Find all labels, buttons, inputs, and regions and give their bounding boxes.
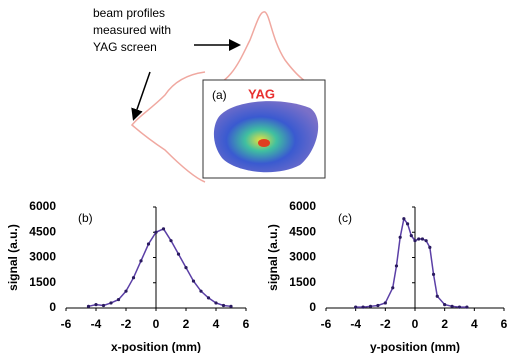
data-point [199, 290, 202, 293]
y-axis-label: signal (a.u.) [6, 224, 20, 291]
data-point [465, 306, 468, 309]
data-point [192, 279, 195, 282]
data-point [413, 239, 416, 242]
data-point [162, 227, 165, 230]
data-point [391, 286, 394, 289]
data-point [395, 264, 398, 267]
x-tick-label: -2 [121, 317, 132, 331]
data-point [169, 239, 172, 242]
x-tick-label: 2 [183, 317, 190, 331]
data-point [458, 306, 461, 309]
data-line [89, 229, 232, 306]
y-tick-label: 6000 [29, 199, 56, 213]
x-tick-label: 4 [471, 317, 478, 331]
data-point [450, 305, 453, 308]
data-point [229, 305, 232, 308]
data-point [354, 306, 357, 309]
x-tick-label: 4 [213, 317, 220, 331]
data-point [147, 242, 150, 245]
annotation: beam profiles [93, 6, 165, 20]
data-line [356, 219, 467, 307]
data-point [406, 222, 409, 225]
y-tick-label: 4500 [29, 224, 56, 238]
x-tick-label: -6 [61, 317, 72, 331]
data-point [94, 303, 97, 306]
data-point [214, 301, 217, 304]
data-point [436, 295, 439, 298]
data-point [425, 239, 428, 242]
x-tick-label: -4 [350, 317, 361, 331]
x-tick-label: -6 [321, 317, 332, 331]
data-point [222, 304, 225, 307]
y-tick-label: 0 [309, 300, 316, 314]
x-tick-label: 6 [501, 317, 508, 331]
data-point [117, 298, 120, 301]
data-point [184, 266, 187, 269]
data-point [207, 296, 210, 299]
data-point [399, 236, 402, 239]
annotation: measured with [93, 23, 171, 37]
data-point [132, 276, 135, 279]
x-tick-label: 2 [441, 317, 448, 331]
data-point [410, 234, 413, 237]
horizontal-profile [205, 12, 322, 88]
data-point [384, 301, 387, 304]
x-tick-label: -2 [380, 317, 391, 331]
beam-spot [214, 101, 318, 172]
data-point [417, 237, 420, 240]
x-axis-label: x-position (mm) [111, 340, 201, 353]
panel-label: (b) [78, 211, 93, 225]
data-point [87, 305, 90, 308]
y-tick-label: 3000 [289, 250, 316, 264]
x-axis-label: y-position (mm) [370, 340, 460, 353]
data-point [376, 304, 379, 307]
data-point [421, 237, 424, 240]
panel-label: (a) [212, 88, 227, 102]
data-point [139, 259, 142, 262]
x-tick-label: 0 [412, 317, 419, 331]
x-tick-label: 6 [243, 317, 250, 331]
y-tick-label: 1500 [289, 275, 316, 289]
data-point [361, 306, 364, 309]
beam-core [258, 139, 270, 147]
data-point [109, 301, 112, 304]
annotation: YAG screen [93, 40, 157, 54]
y-tick-label: 3000 [29, 250, 56, 264]
y-tick-label: 6000 [289, 199, 316, 213]
y-axis-label: signal (a.u.) [266, 224, 280, 291]
y-tick-label: 0 [49, 300, 56, 314]
data-point [154, 231, 157, 234]
vertical-profile [132, 72, 205, 182]
data-point [369, 305, 372, 308]
y-tick-label: 4500 [289, 224, 316, 238]
y-tick-label: 1500 [29, 275, 56, 289]
x-tick-label: 0 [153, 317, 160, 331]
data-point [432, 273, 435, 276]
data-point [402, 217, 405, 220]
data-point [177, 253, 180, 256]
data-point [124, 290, 127, 293]
panel-title: YAG [248, 86, 275, 101]
data-point [102, 304, 105, 307]
data-point [428, 246, 431, 249]
data-point [443, 303, 446, 306]
figure: (a) YAG beam profiles measured with YAG … [0, 0, 509, 353]
panel-label: (c) [338, 211, 352, 225]
x-tick-label: -4 [91, 317, 102, 331]
